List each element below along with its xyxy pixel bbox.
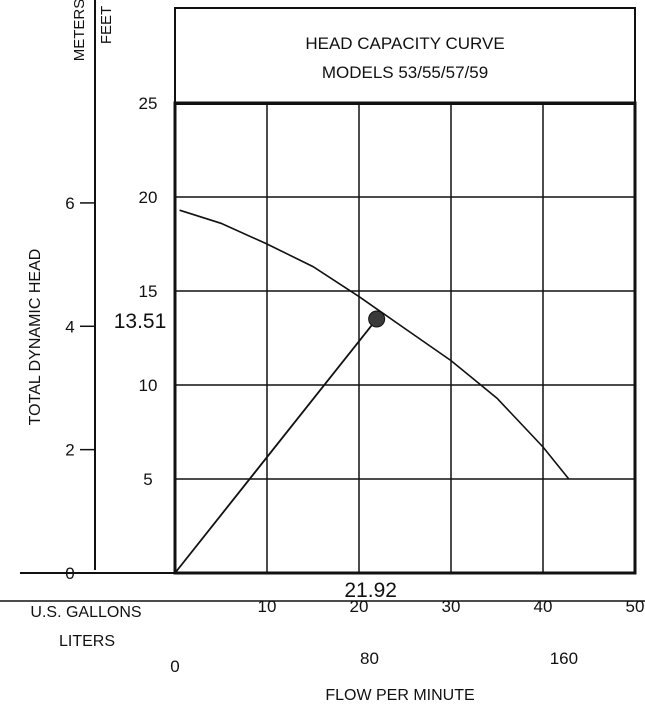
x-tick-label-liters: 0 bbox=[170, 657, 179, 676]
y-tick-label-meters: 2 bbox=[65, 441, 74, 460]
tick-labels: 10 20 30 40 50 0 80 160 5 10 15 20 25 0 2 4 6 bbox=[65, 94, 644, 676]
y-tick-label-feet: 25 bbox=[139, 94, 158, 113]
y-tick-label-meters: 0 bbox=[65, 564, 74, 583]
y-tick-label-meters: 4 bbox=[65, 317, 74, 336]
grid-lines bbox=[175, 103, 635, 573]
x-annotation-label: 21.92 bbox=[344, 579, 397, 602]
x-tick-label: 30 bbox=[442, 597, 461, 616]
data-marks: 13.51 21.92 bbox=[114, 209, 570, 602]
y-annotation-label: 13.51 bbox=[114, 310, 167, 333]
y-unit-meters: METERS bbox=[71, 0, 88, 61]
y-tick-label-feet: 15 bbox=[139, 282, 158, 301]
title-box bbox=[174, 7, 636, 105]
x-axis-label: FLOW PER MINUTE bbox=[325, 687, 474, 704]
chart-subtitle: MODELS 53/55/57/59 bbox=[322, 63, 488, 82]
y-tick-label-meters: 6 bbox=[65, 194, 74, 213]
y-axis-label: TOTAL DYNAMIC HEAD bbox=[27, 249, 44, 426]
plot-frame bbox=[173, 101, 637, 575]
x-unit-liters: LITERS bbox=[59, 633, 115, 650]
y-tick-label-feet: 10 bbox=[139, 376, 158, 395]
x-tick-label: 50 bbox=[626, 597, 645, 616]
chart-title: HEAD CAPACITY CURVE bbox=[305, 34, 504, 53]
x-tick-label: 40 bbox=[534, 597, 553, 616]
operating-line bbox=[174, 318, 378, 574]
x-unit-gallons: U.S. GALLONS bbox=[30, 604, 141, 621]
x-tick-label-liters: 160 bbox=[550, 649, 578, 668]
x-tick-label: 20 bbox=[350, 597, 369, 616]
y-unit-feet: FEET bbox=[98, 6, 115, 44]
head-capacity-curve bbox=[179, 209, 570, 480]
operating-point-marker bbox=[368, 310, 386, 328]
y-tick-label-feet: 20 bbox=[139, 188, 158, 207]
y-tick-label-feet: 5 bbox=[143, 470, 152, 489]
x-tick-label: 10 bbox=[258, 597, 277, 616]
x-tick-label-liters: 80 bbox=[360, 649, 379, 668]
